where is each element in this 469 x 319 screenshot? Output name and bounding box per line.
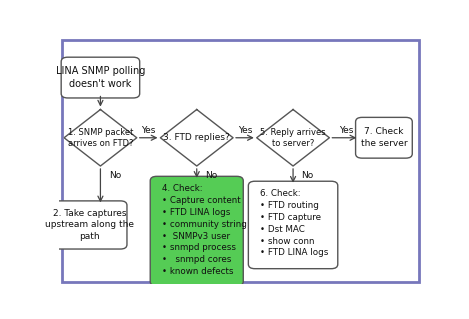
Text: 5. Reply arrives
to server?: 5. Reply arrives to server? bbox=[260, 128, 326, 148]
Text: Yes: Yes bbox=[238, 126, 252, 135]
Polygon shape bbox=[160, 109, 233, 166]
Text: LINA SNMP polling
doesn't work: LINA SNMP polling doesn't work bbox=[56, 66, 145, 89]
FancyBboxPatch shape bbox=[61, 57, 140, 98]
Text: Yes: Yes bbox=[141, 126, 156, 135]
FancyBboxPatch shape bbox=[52, 201, 127, 249]
Text: 1. SNMP packet
arrives on FTD?: 1. SNMP packet arrives on FTD? bbox=[68, 128, 133, 148]
Text: Yes: Yes bbox=[339, 126, 353, 135]
Polygon shape bbox=[257, 109, 329, 166]
FancyBboxPatch shape bbox=[249, 181, 338, 269]
FancyBboxPatch shape bbox=[61, 40, 419, 282]
Text: No: No bbox=[205, 171, 218, 180]
Polygon shape bbox=[64, 109, 137, 166]
FancyBboxPatch shape bbox=[356, 117, 412, 158]
Text: No: No bbox=[109, 171, 121, 180]
Text: No: No bbox=[302, 171, 314, 180]
Text: 3. FTD replies?: 3. FTD replies? bbox=[163, 133, 230, 142]
Text: 2. Take captures
upstream along the
path: 2. Take captures upstream along the path bbox=[45, 209, 134, 241]
Text: 7. Check
the server: 7. Check the server bbox=[361, 127, 407, 148]
FancyBboxPatch shape bbox=[150, 176, 243, 286]
Text: 4. Check:
• Capture content
• FTD LINA logs
• community string
•  SNMPv3 user
• : 4. Check: • Capture content • FTD LINA l… bbox=[162, 184, 247, 276]
Text: 6. Check:
• FTD routing
• FTD capture
• Dst MAC
• show conn
• FTD LINA logs: 6. Check: • FTD routing • FTD capture • … bbox=[260, 189, 329, 257]
